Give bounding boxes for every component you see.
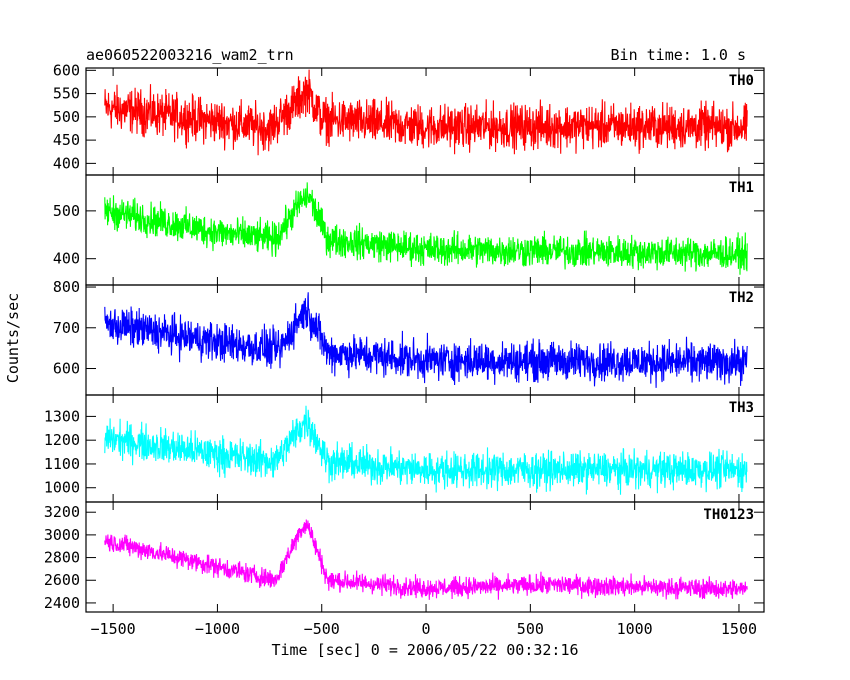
y-tick-label: 2600 bbox=[44, 571, 80, 589]
chart-title: ae060522003216_wam2_trn bbox=[86, 46, 294, 64]
y-tick-label: 2400 bbox=[44, 594, 80, 612]
panel-th3: 1000 1100 1200 1300 TH3 bbox=[44, 394, 765, 503]
panel-th0: 400 450 500 550 600 TH0 bbox=[53, 61, 765, 176]
y-tick-label: 800 bbox=[53, 278, 80, 296]
y-tick-label: 700 bbox=[53, 319, 80, 337]
y-tick-label: 3200 bbox=[44, 503, 80, 521]
panel-frame bbox=[85, 501, 765, 613]
panel-label: TH2 bbox=[729, 290, 754, 306]
y-tick-label: 500 bbox=[53, 202, 80, 220]
y-tick-label: 1300 bbox=[44, 407, 80, 425]
panel-label: TH3 bbox=[729, 400, 754, 416]
x-axis-labels: −1500 −1000 −500 0 500 1000 1500 bbox=[91, 620, 757, 638]
series-th3 bbox=[104, 405, 748, 495]
panels-group: 400 450 500 550 600 TH0 400 500 TH1 600 700 800 TH2 1… bbox=[44, 61, 765, 638]
y-axis-title: Counts/sec bbox=[4, 293, 22, 383]
y-tick-label: 3000 bbox=[44, 526, 80, 544]
y-tick-label: 400 bbox=[53, 154, 80, 172]
x-tick-label: 500 bbox=[517, 620, 544, 638]
panel-th2: 600 700 800 TH2 bbox=[53, 278, 765, 396]
series-th0123 bbox=[104, 519, 748, 600]
panel-th1: 400 500 TH1 bbox=[53, 174, 765, 286]
panel-label: TH1 bbox=[729, 180, 754, 196]
panel-label: TH0 bbox=[729, 73, 754, 89]
x-tick-label: 1500 bbox=[721, 620, 757, 638]
y-tick-label: 1100 bbox=[44, 455, 80, 473]
y-tick-label: 2800 bbox=[44, 549, 80, 567]
y-tick-label: 1200 bbox=[44, 431, 80, 449]
y-tick-label: 600 bbox=[53, 360, 80, 378]
y-tick-label: 1000 bbox=[44, 479, 80, 497]
x-axis-title: Time [sec] 0 = 2006/05/22 00:32:16 bbox=[271, 641, 578, 659]
bin-time-label: Bin time: 1.0 s bbox=[611, 46, 746, 64]
x-tick-label: −1000 bbox=[195, 620, 240, 638]
x-tick-label: 1000 bbox=[617, 620, 653, 638]
y-tick-label: 550 bbox=[53, 85, 80, 103]
panel-th0123: 2400 2600 2800 3000 3200 TH0123 bbox=[44, 501, 765, 613]
y-tick-label: 400 bbox=[53, 250, 80, 268]
x-tick-label: 0 bbox=[422, 620, 431, 638]
series-th2 bbox=[104, 292, 748, 388]
y-tick-label: 500 bbox=[53, 108, 80, 126]
x-tick-label: −1500 bbox=[91, 620, 136, 638]
y-tick-label: 600 bbox=[53, 61, 80, 79]
series-th0 bbox=[104, 69, 748, 156]
series-th1 bbox=[104, 182, 748, 275]
panel-label: TH0123 bbox=[703, 507, 754, 523]
x-tick-label: −500 bbox=[304, 620, 340, 638]
y-tick-label: 450 bbox=[53, 131, 80, 149]
